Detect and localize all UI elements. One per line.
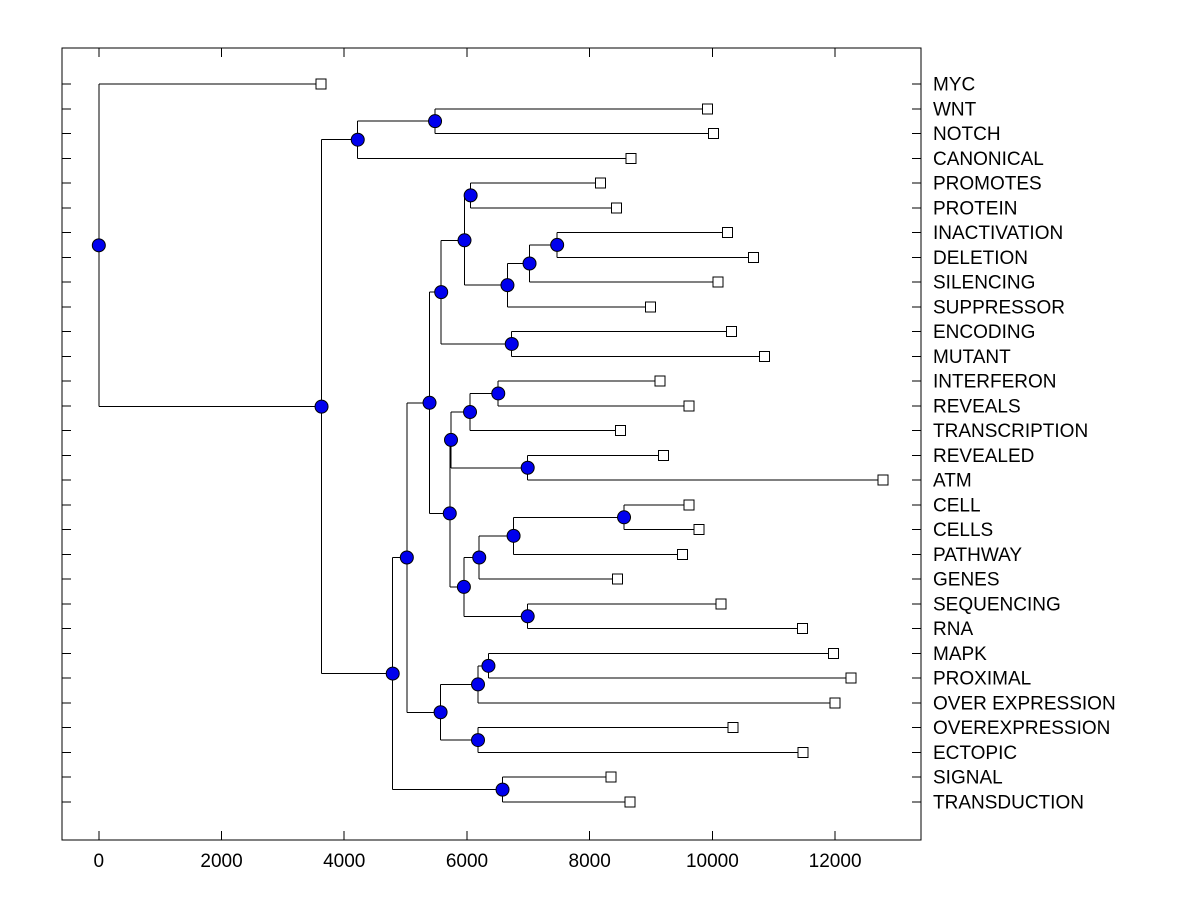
- leaf-marker: [727, 722, 739, 734]
- internal-node-marker: [385, 666, 400, 681]
- leaf-marker: [747, 251, 759, 263]
- internal-node-marker: [399, 550, 414, 565]
- x-tick-label: 0: [94, 851, 105, 872]
- internal-node-marker: [504, 336, 519, 351]
- leaf-label: MYC: [933, 75, 975, 96]
- leaf-label: SEQUENCING: [933, 594, 1061, 615]
- leaf-marker: [595, 177, 607, 189]
- internal-node-marker: [522, 256, 537, 271]
- leaf-marker: [845, 672, 857, 684]
- leaf-marker: [683, 400, 695, 412]
- internal-node-marker: [520, 609, 535, 624]
- leaf-marker: [797, 623, 809, 635]
- leaf-marker: [693, 524, 705, 536]
- internal-node-marker: [434, 285, 449, 300]
- leaf-marker: [712, 276, 724, 288]
- leaf-marker: [611, 202, 623, 214]
- leaf-label: INACTIVATION: [933, 223, 1063, 244]
- leaf-marker: [683, 499, 695, 511]
- leaf-marker: [797, 746, 809, 758]
- leaf-marker: [315, 78, 327, 90]
- leaf-label: OVER EXPRESSION: [933, 693, 1116, 714]
- leaf-label: CANONICAL: [933, 149, 1044, 170]
- internal-node-marker: [444, 432, 459, 447]
- leaf-marker: [644, 301, 656, 313]
- leaf-marker: [715, 598, 727, 610]
- internal-node-marker: [350, 132, 365, 147]
- leaf-label: WNT: [933, 99, 977, 120]
- x-tick-label: 10000: [686, 851, 739, 872]
- internal-node-marker: [550, 237, 565, 252]
- leaf-label: NOTCH: [933, 124, 1001, 145]
- internal-node-marker: [91, 238, 106, 253]
- internal-node-marker: [433, 705, 448, 720]
- internal-node-marker: [428, 114, 443, 129]
- leaf-marker: [829, 697, 841, 709]
- leaf-label: PROMOTES: [933, 174, 1042, 195]
- internal-node-marker: [314, 399, 329, 414]
- leaf-marker: [827, 647, 839, 659]
- internal-node-marker: [463, 188, 478, 203]
- leaf-label: SIGNAL: [933, 768, 1003, 789]
- internal-node-marker: [422, 395, 437, 410]
- leaf-label: PROXIMAL: [933, 669, 1031, 690]
- leaf-marker: [611, 573, 623, 585]
- axes-box: [61, 47, 922, 841]
- leaf-label: RNA: [933, 619, 973, 640]
- internal-node-marker: [481, 658, 496, 673]
- leaf-label: MUTANT: [933, 347, 1011, 368]
- internal-node-marker: [617, 510, 632, 525]
- leaf-marker: [877, 474, 889, 486]
- internal-node-marker: [491, 386, 506, 401]
- internal-node-marker: [495, 782, 510, 797]
- leaf-marker: [676, 548, 688, 560]
- leaf-marker: [701, 103, 713, 115]
- leaf-label: SILENCING: [933, 273, 1035, 294]
- leaf-marker: [625, 152, 637, 164]
- internal-node-marker: [472, 550, 487, 565]
- leaf-label: INTERFERON: [933, 372, 1057, 393]
- leaf-label: GENES: [933, 570, 1000, 591]
- leaf-marker: [605, 771, 617, 783]
- leaf-marker: [759, 350, 771, 362]
- internal-node-marker: [500, 278, 515, 293]
- leaf-label: CELL: [933, 495, 981, 516]
- leaf-marker: [624, 796, 636, 808]
- internal-node-marker: [442, 506, 457, 521]
- leaf-label: ENCODING: [933, 322, 1035, 343]
- leaf-marker: [722, 227, 734, 239]
- leaf-label: TRANSDUCTION: [933, 793, 1084, 814]
- x-tick-label: 4000: [323, 851, 365, 872]
- x-tick-label: 12000: [809, 851, 862, 872]
- leaf-label: TRANSCRIPTION: [933, 421, 1088, 442]
- x-tick-label: 8000: [569, 851, 611, 872]
- internal-node-marker: [463, 405, 478, 420]
- internal-node-marker: [456, 579, 471, 594]
- leaf-marker: [654, 375, 666, 387]
- internal-node-marker: [520, 460, 535, 475]
- leaf-label: ECTOPIC: [933, 743, 1017, 764]
- leaf-label: SUPPRESSOR: [933, 297, 1065, 318]
- x-tick-label: 6000: [446, 851, 488, 872]
- leaf-label: PATHWAY: [933, 545, 1022, 566]
- leaf-marker: [725, 326, 737, 338]
- leaf-label: OVEREXPRESSION: [933, 718, 1110, 739]
- leaf-label: DELETION: [933, 248, 1028, 269]
- internal-node-marker: [471, 677, 486, 692]
- leaf-label: PROTEIN: [933, 198, 1017, 219]
- leaf-marker: [708, 128, 720, 140]
- leaf-label: REVEALED: [933, 446, 1034, 467]
- leaf-marker: [614, 425, 626, 437]
- leaf-label: REVEALS: [933, 396, 1021, 417]
- leaf-label: MAPK: [933, 644, 987, 665]
- internal-node-marker: [506, 528, 521, 543]
- internal-node-marker: [457, 233, 472, 248]
- internal-node-marker: [471, 733, 486, 748]
- leaf-label: ATM: [933, 471, 972, 492]
- leaf-marker: [657, 449, 669, 461]
- leaf-label: CELLS: [933, 520, 993, 541]
- x-tick-label: 2000: [200, 851, 242, 872]
